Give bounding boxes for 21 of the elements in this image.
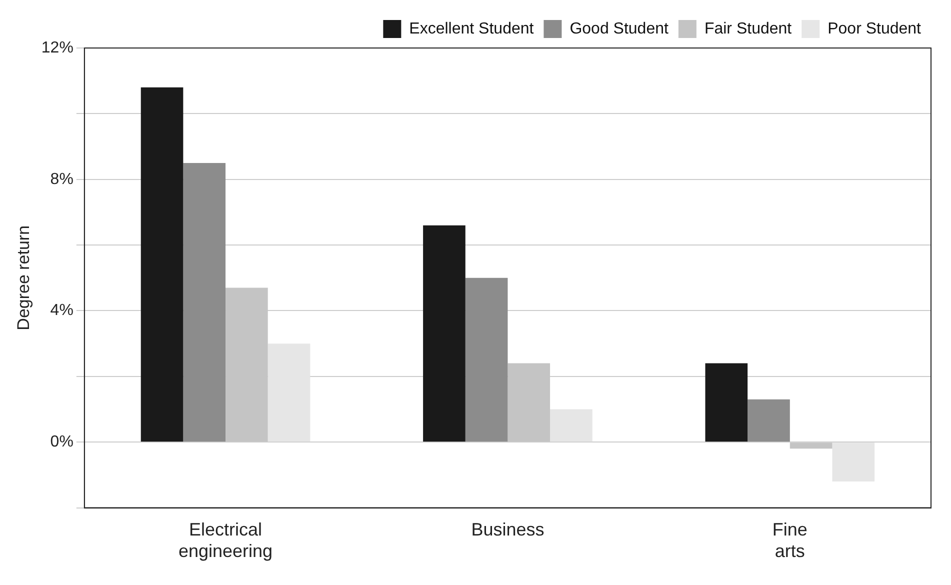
- bar: [183, 162, 226, 442]
- bar: [423, 225, 466, 442]
- bar: [705, 363, 748, 442]
- legend-label: Excellent Student: [409, 20, 534, 38]
- bar: [550, 409, 592, 442]
- x-tick-label: Business: [471, 520, 544, 540]
- bar: [465, 278, 508, 442]
- legend-label: Good Student: [570, 20, 669, 38]
- x-tick-label: Electrical engineering: [178, 520, 273, 562]
- y-axis-title: Degree return: [14, 225, 33, 330]
- bar: [832, 442, 875, 482]
- bar: [140, 87, 184, 442]
- y-tick-label: 0%: [50, 434, 74, 451]
- y-tick-label: 8%: [50, 170, 74, 188]
- legend-label: Fair Student: [704, 20, 792, 38]
- x-tick-label: Fine arts: [772, 520, 808, 562]
- legend-label: Poor Student: [828, 20, 922, 38]
- y-tick-label: 12%: [41, 39, 74, 56]
- bar: [748, 399, 790, 442]
- bar: [268, 344, 310, 442]
- y-tick-label: 4%: [50, 302, 74, 320]
